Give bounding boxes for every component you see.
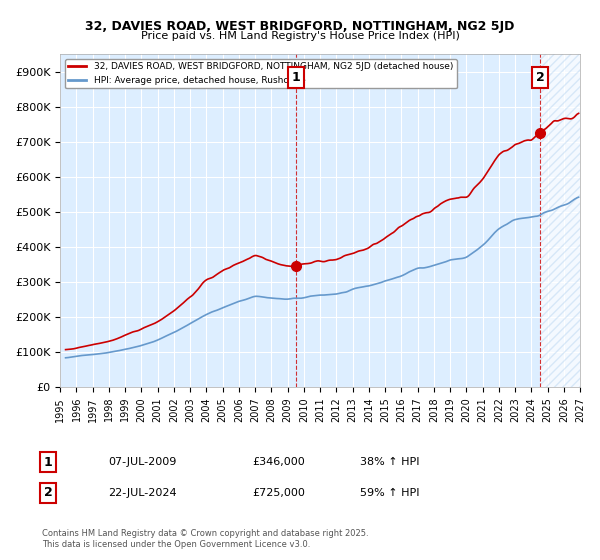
Text: 2: 2: [536, 71, 545, 84]
Text: 32, DAVIES ROAD, WEST BRIDGFORD, NOTTINGHAM, NG2 5JD: 32, DAVIES ROAD, WEST BRIDGFORD, NOTTING…: [85, 20, 515, 32]
Text: 1: 1: [44, 455, 52, 469]
Text: £346,000: £346,000: [252, 457, 305, 467]
Text: 07-JUL-2009: 07-JUL-2009: [108, 457, 176, 467]
Text: Contains HM Land Registry data © Crown copyright and database right 2025.
This d: Contains HM Land Registry data © Crown c…: [42, 529, 368, 549]
Text: 1: 1: [292, 71, 301, 84]
Text: 59% ↑ HPI: 59% ↑ HPI: [360, 488, 419, 498]
Text: 2: 2: [44, 486, 52, 500]
Legend: 32, DAVIES ROAD, WEST BRIDGFORD, NOTTINGHAM, NG2 5JD (detached house), HPI: Aver: 32, DAVIES ROAD, WEST BRIDGFORD, NOTTING…: [65, 59, 457, 88]
Bar: [540, 54, 580, 387]
Text: 38% ↑ HPI: 38% ↑ HPI: [360, 457, 419, 467]
Text: £725,000: £725,000: [252, 488, 305, 498]
Bar: [540, 54, 580, 387]
Text: Price paid vs. HM Land Registry's House Price Index (HPI): Price paid vs. HM Land Registry's House …: [140, 31, 460, 41]
Text: 22-JUL-2024: 22-JUL-2024: [108, 488, 176, 498]
